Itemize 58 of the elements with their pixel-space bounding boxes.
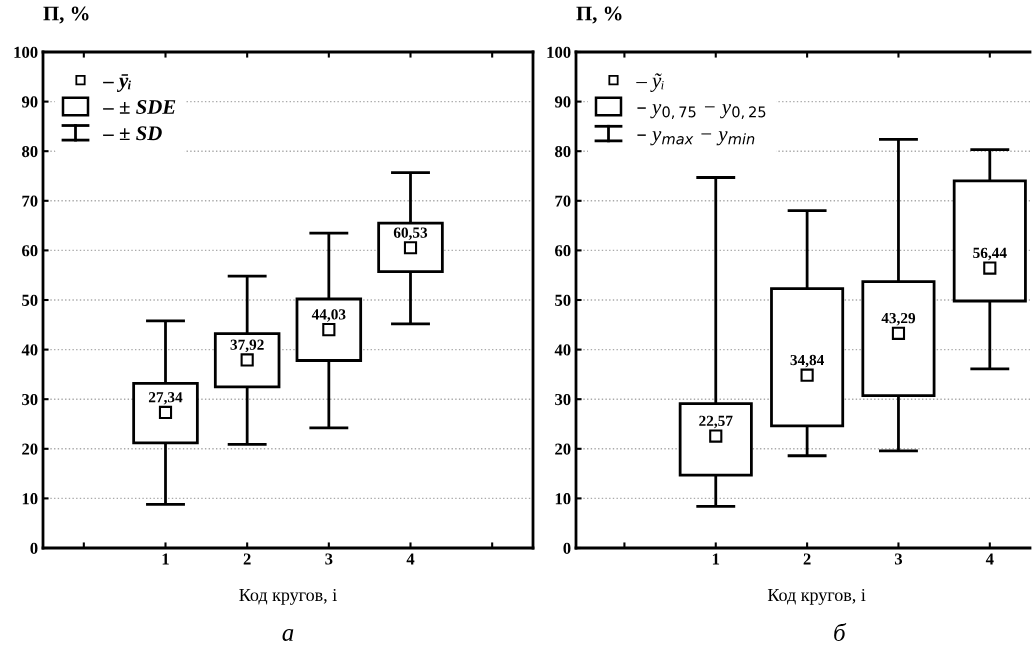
y-tick-label: 20 bbox=[22, 443, 38, 455]
annotation: – ± SD bbox=[103, 126, 162, 141]
x-tick-label: 4 bbox=[985, 553, 994, 565]
x-tick-label: 2 bbox=[243, 553, 251, 565]
point bbox=[158, 405, 173, 419]
data-label: 22,57 bbox=[699, 415, 733, 429]
y-tick-label: 20 bbox=[555, 443, 571, 455]
y-tick-label: 70 bbox=[555, 195, 571, 207]
point bbox=[800, 368, 814, 382]
legend-label: – ± SDE bbox=[103, 99, 176, 114]
y-tick-label: 60 bbox=[555, 245, 571, 257]
y-tick-label: 10 bbox=[22, 493, 38, 505]
annotation: – y$_{max}$ − y$_{min}$ bbox=[637, 131, 755, 146]
data-label: 27,34 bbox=[148, 392, 183, 405]
point bbox=[891, 326, 906, 340]
y-tick-label: 40 bbox=[21, 344, 38, 356]
y-tick-label: 10 bbox=[555, 493, 571, 505]
point bbox=[240, 353, 254, 367]
data-label: 60,53 bbox=[393, 227, 428, 240]
y-axis-title: П, % bbox=[576, 6, 622, 24]
x-tick-label: 4 bbox=[406, 553, 415, 565]
y-tick-label: 80 bbox=[22, 145, 38, 158]
y-axis-title: П, % bbox=[43, 6, 89, 24]
y-tick-label: 50 bbox=[555, 294, 571, 306]
data-label: 34,84 bbox=[790, 354, 825, 368]
x-axis-title: Код кругов, i bbox=[239, 588, 337, 605]
y-tick-label: 0 bbox=[30, 542, 38, 554]
text: б bbox=[834, 622, 847, 642]
y-tick-label: 100 bbox=[14, 46, 38, 58]
x-tick-label: 2 bbox=[803, 553, 811, 565]
data-label: 37,92 bbox=[230, 339, 264, 353]
point bbox=[709, 429, 723, 443]
point bbox=[322, 323, 336, 337]
y-tick-label: 90 bbox=[554, 96, 571, 108]
x-tick-label: 3 bbox=[894, 553, 903, 565]
point bbox=[403, 241, 418, 255]
data-label: 43,29 bbox=[881, 312, 916, 326]
data-label: 44,03 bbox=[311, 309, 346, 322]
point bbox=[983, 261, 997, 275]
legend-label: – ȳᵢ bbox=[103, 74, 131, 92]
text: а bbox=[282, 629, 294, 642]
y-tick-label: 70 bbox=[22, 195, 38, 207]
y-tick-label: 30 bbox=[555, 393, 571, 406]
legend-label: – y$_{0,75}$ − y$_{0,25}$ bbox=[637, 104, 766, 119]
x-tick-label: 1 bbox=[712, 553, 720, 565]
y-tick-label: 90 bbox=[21, 96, 38, 108]
y-tick-label: 80 bbox=[555, 145, 571, 158]
legend-label: – ỹᵢ bbox=[636, 73, 664, 92]
y-tick-label: 60 bbox=[22, 245, 38, 257]
x-tick-label: 1 bbox=[162, 553, 169, 565]
y-tick-label: 0 bbox=[563, 542, 571, 554]
data-label: 56,44 bbox=[973, 247, 1007, 261]
y-tick-label: 100 bbox=[547, 46, 571, 58]
y-tick-label: 50 bbox=[22, 294, 38, 306]
y-tick-label: 30 bbox=[22, 393, 38, 406]
y-tick-label: 40 bbox=[554, 344, 571, 356]
x-tick-label: 3 bbox=[325, 553, 333, 565]
x-axis-title: Код кругов, i bbox=[767, 588, 866, 605]
